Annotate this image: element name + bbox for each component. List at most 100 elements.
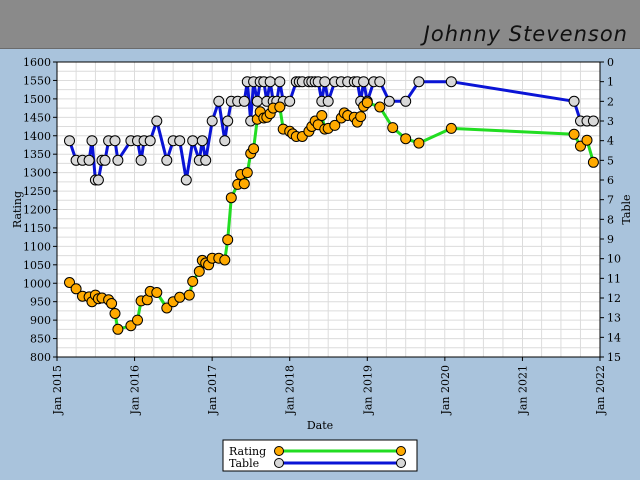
table-point — [319, 76, 331, 88]
y2-tick-label: 15 — [607, 351, 621, 364]
table-point — [161, 154, 173, 166]
table-point — [83, 154, 95, 166]
y2-tick-label: 12 — [607, 292, 621, 305]
y-tick-label: 1000 — [23, 277, 51, 290]
y-tick-label: 1250 — [23, 185, 51, 198]
table-point — [64, 135, 75, 147]
x-tick-label: Jan 2022 — [594, 365, 607, 416]
table-point — [274, 76, 286, 88]
y2-tick-label: 7 — [607, 194, 614, 207]
rating-point — [387, 122, 399, 134]
y-tick-label: 1300 — [23, 167, 51, 180]
x-tick-label: Jan 2017 — [206, 365, 219, 416]
table-point — [413, 76, 425, 88]
table-point — [251, 95, 263, 107]
y2-axis-label: Table — [620, 194, 633, 224]
rating-point — [568, 128, 580, 140]
rating-point — [361, 97, 373, 109]
table-point — [86, 135, 98, 147]
rating-point — [374, 101, 386, 113]
table-point — [180, 174, 192, 186]
table-point — [568, 95, 580, 107]
table-point — [238, 95, 250, 107]
y2-tick-label: 5 — [607, 154, 614, 167]
rating-point — [64, 277, 75, 288]
y-tick-label: 1450 — [23, 111, 51, 124]
y2-tick-label: 8 — [607, 213, 614, 226]
x-tick-label: Jan 2018 — [284, 365, 297, 416]
table-point — [200, 154, 212, 166]
rating-point — [329, 119, 341, 131]
y2-tick-label: 4 — [607, 135, 614, 148]
rating-point — [248, 143, 260, 155]
table-point — [445, 76, 457, 88]
rating-point — [109, 308, 121, 319]
rating-point — [183, 289, 195, 301]
table-point — [322, 95, 334, 107]
rating-point — [106, 298, 118, 309]
rating-point — [132, 314, 143, 326]
rating-point — [219, 254, 231, 266]
table-point — [196, 135, 208, 147]
legend-marker-rating — [396, 446, 406, 456]
y-tick-label: 1350 — [23, 148, 51, 161]
table-point — [587, 115, 599, 127]
y2-tick-label: 13 — [607, 312, 621, 325]
table-point — [92, 174, 104, 186]
rating-point — [581, 134, 593, 146]
rating-point — [274, 101, 286, 113]
legend-marker-rating — [274, 446, 284, 456]
rating-point — [241, 167, 253, 179]
rating-point — [222, 234, 234, 246]
table-point — [264, 76, 276, 88]
y2-tick-label: 9 — [607, 233, 614, 246]
y2-tick-label: 0 — [607, 56, 614, 69]
table-point — [383, 95, 395, 107]
y2-tick-label: 2 — [607, 95, 614, 108]
table-point — [222, 115, 234, 127]
table-point — [206, 115, 218, 127]
y-tick-label: 1550 — [23, 74, 51, 87]
y2-tick-label: 11 — [607, 272, 621, 285]
rating-point — [193, 265, 205, 277]
y2-tick-label: 14 — [607, 331, 621, 344]
rating-point — [225, 192, 237, 204]
rating-point — [413, 137, 425, 149]
table-point — [135, 154, 147, 166]
y-tick-label: 1500 — [23, 93, 51, 106]
rating-point — [151, 287, 163, 298]
y-tick-label: 800 — [30, 351, 51, 364]
table-point — [112, 154, 124, 166]
legend-marker-table — [396, 458, 406, 468]
x-tick-label: Jan 2016 — [129, 365, 142, 416]
x-axis-label: Date — [307, 419, 333, 432]
legend-marker-table — [274, 458, 284, 468]
x-tick-label: Jan 2020 — [439, 365, 452, 416]
legend-box — [222, 439, 418, 472]
y-axis-label: Rating — [11, 191, 24, 228]
y2-tick-label: 6 — [607, 174, 614, 187]
table-point — [187, 135, 199, 147]
legend-label-rating: Rating — [229, 445, 266, 458]
table-point — [99, 154, 111, 166]
rating-point — [355, 111, 367, 123]
table-point — [213, 95, 225, 107]
rating-point — [238, 178, 250, 190]
table-point — [358, 76, 370, 88]
y-tick-label: 1050 — [23, 259, 51, 272]
y-tick-label: 1600 — [23, 56, 51, 69]
table-point — [144, 135, 156, 147]
player-name: Johnny Stevenson — [423, 22, 628, 46]
table-point — [109, 135, 121, 147]
y-tick-label: 1200 — [23, 204, 51, 217]
table-point — [284, 95, 296, 107]
rating-point — [174, 291, 186, 303]
y-tick-label: 900 — [30, 314, 51, 327]
rating-point — [112, 323, 124, 335]
y2-tick-label: 10 — [607, 253, 621, 266]
x-tick-label: Jan 2021 — [516, 365, 529, 416]
y-tick-label: 950 — [30, 296, 51, 309]
y-tick-label: 1100 — [23, 240, 51, 253]
rating-point — [400, 133, 412, 145]
